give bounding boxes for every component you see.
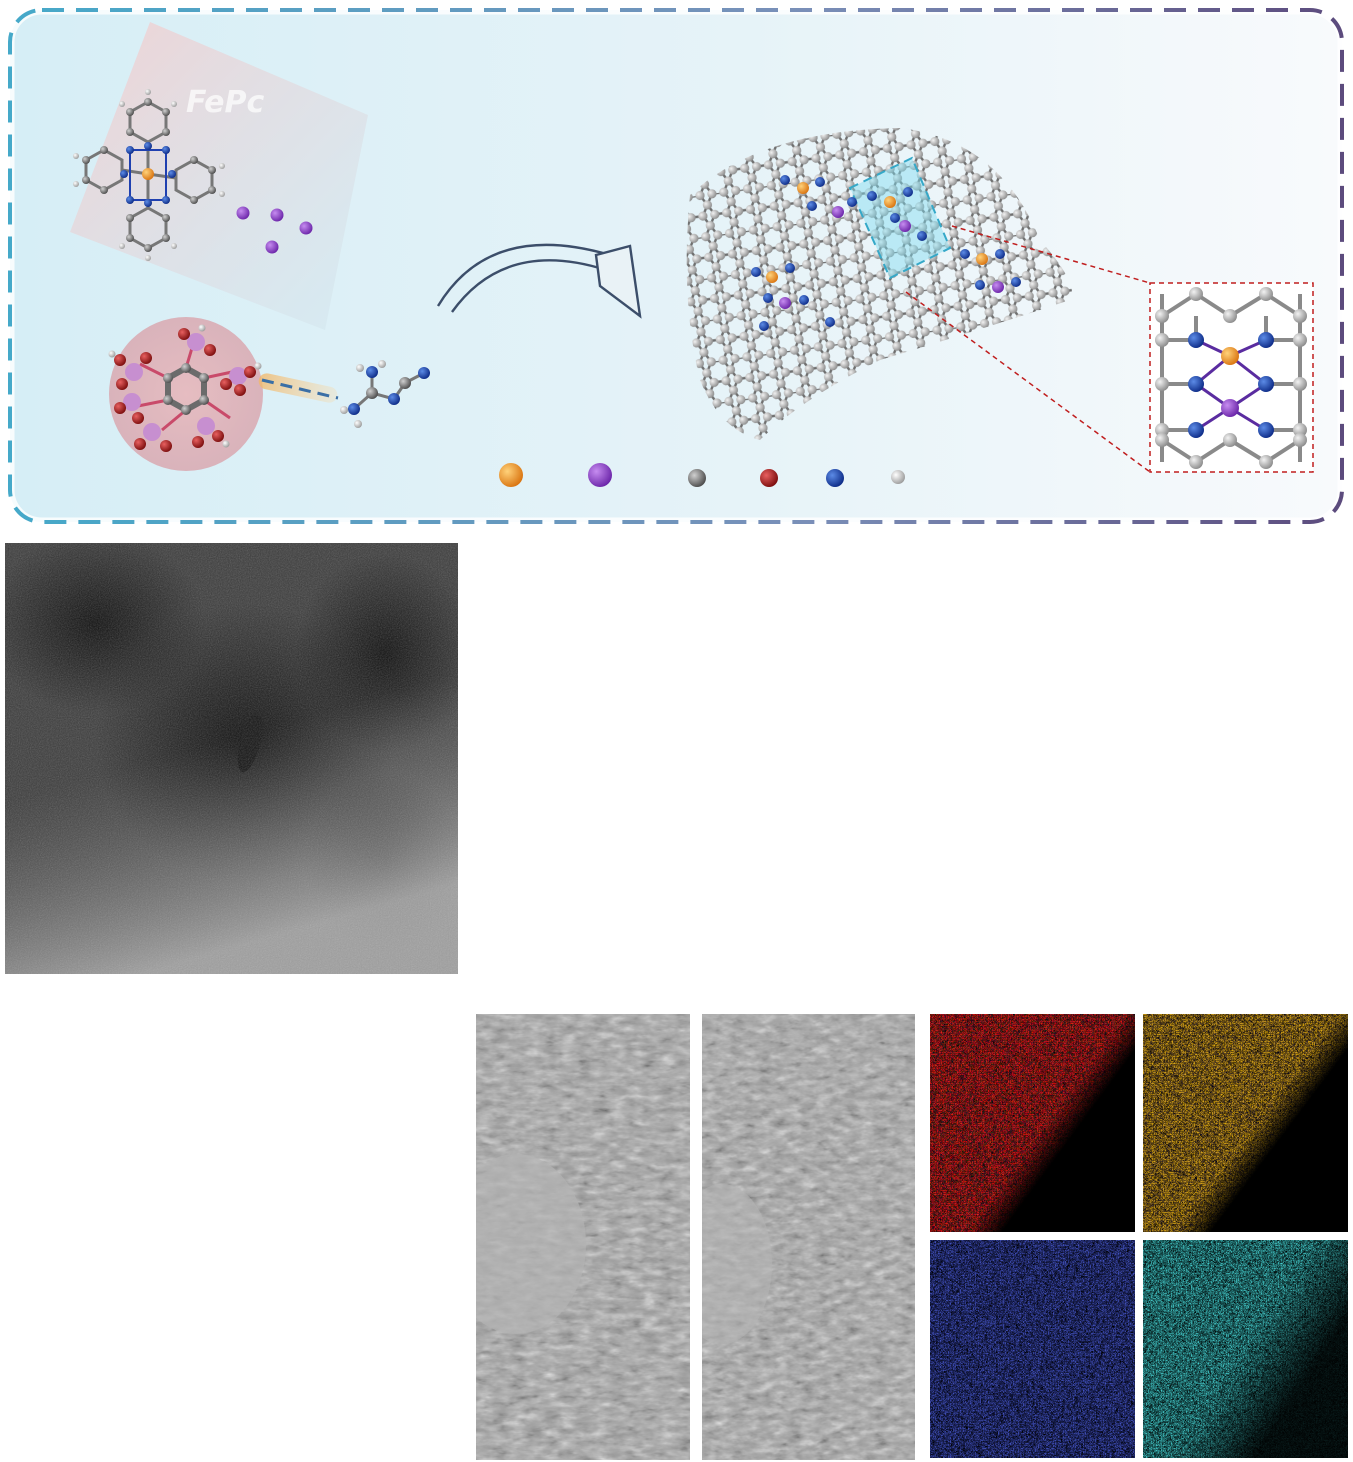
dicyandiamide-molecule [340, 360, 430, 428]
fepc-backdrop [70, 22, 368, 330]
sem-image [5, 543, 458, 974]
fe-ball [499, 463, 523, 487]
scheme-frame [8, 8, 1344, 524]
zoom-lines [905, 225, 1151, 473]
c-ball [688, 469, 706, 487]
k-ball [588, 463, 612, 487]
synthesis-schematic: FePc [5, 5, 1347, 527]
hydrogen-bond-line [261, 378, 339, 400]
reaction-arrow-icon [436, 243, 642, 319]
phytic-acid-molecule [108, 324, 262, 452]
o-ball [760, 469, 778, 487]
eds-map-cyan [1143, 1240, 1348, 1458]
interaction-glow [258, 373, 338, 403]
fepc-label: FePc [186, 85, 264, 120]
eds-map-red [930, 1014, 1135, 1232]
active-sites [751, 175, 1021, 331]
atom-legend [499, 463, 905, 487]
potassium-atoms [236, 206, 313, 254]
active-site-inset [1149, 282, 1314, 473]
n-ball [826, 469, 844, 487]
tem-image-2 [702, 1014, 915, 1460]
fepc-atoms [73, 89, 225, 261]
tem-image-1 [476, 1014, 690, 1460]
eds-map-blue [930, 1240, 1135, 1458]
eds-map-orange [1143, 1014, 1348, 1232]
h-ball [891, 470, 905, 484]
